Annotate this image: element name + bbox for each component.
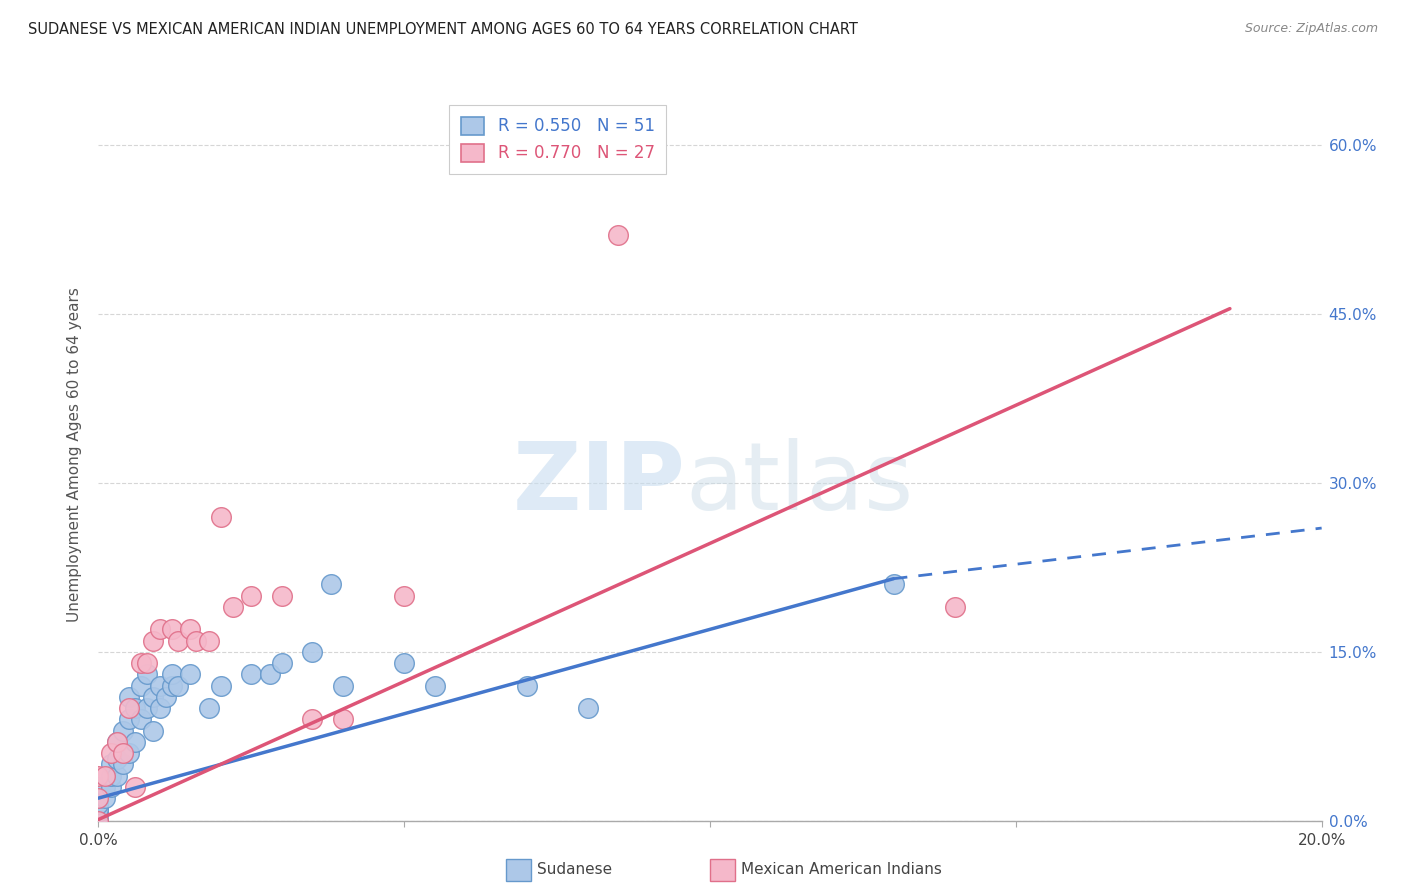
Point bbox=[111, 746, 134, 760]
Point bbox=[167, 633, 190, 648]
Point bbox=[516, 679, 538, 693]
Point bbox=[111, 723, 134, 738]
Point bbox=[118, 712, 141, 726]
Point bbox=[87, 805, 110, 819]
Point bbox=[111, 757, 134, 772]
Point bbox=[142, 690, 165, 704]
Point bbox=[136, 667, 159, 681]
Point bbox=[160, 623, 183, 637]
Legend: R = 0.550   N = 51, R = 0.770   N = 27: R = 0.550 N = 51, R = 0.770 N = 27 bbox=[450, 105, 666, 174]
Point bbox=[100, 746, 122, 760]
Point bbox=[607, 228, 630, 243]
Point bbox=[142, 633, 165, 648]
Text: Sudanese: Sudanese bbox=[537, 863, 612, 877]
Point bbox=[129, 679, 152, 693]
Point bbox=[105, 752, 128, 766]
Text: atlas: atlas bbox=[686, 438, 914, 530]
Point bbox=[142, 723, 165, 738]
Point bbox=[129, 712, 152, 726]
Point bbox=[93, 791, 115, 805]
Point bbox=[423, 679, 446, 693]
Point bbox=[87, 785, 110, 799]
Point bbox=[87, 791, 110, 805]
Point bbox=[100, 769, 122, 783]
Point bbox=[576, 701, 599, 715]
Point bbox=[186, 633, 208, 648]
Point bbox=[118, 746, 141, 760]
Point bbox=[93, 769, 115, 783]
Point bbox=[87, 814, 110, 828]
Point bbox=[93, 780, 115, 794]
Point bbox=[87, 769, 110, 783]
Point bbox=[209, 509, 232, 524]
Point bbox=[100, 780, 122, 794]
Point bbox=[87, 814, 110, 828]
Point bbox=[209, 679, 232, 693]
Point bbox=[87, 802, 110, 816]
Point bbox=[87, 791, 110, 805]
Point bbox=[160, 679, 183, 693]
Point bbox=[136, 701, 159, 715]
Point bbox=[87, 797, 110, 811]
Point bbox=[332, 679, 354, 693]
Point bbox=[124, 735, 146, 749]
Point bbox=[160, 667, 183, 681]
Point bbox=[943, 599, 966, 614]
Point bbox=[124, 780, 146, 794]
Point bbox=[155, 690, 177, 704]
Point bbox=[87, 802, 110, 816]
Point bbox=[259, 667, 281, 681]
Point bbox=[392, 589, 416, 603]
Text: ZIP: ZIP bbox=[513, 438, 686, 530]
Point bbox=[149, 623, 172, 637]
Point bbox=[301, 645, 323, 659]
Point bbox=[240, 667, 263, 681]
Point bbox=[87, 808, 110, 822]
Point bbox=[197, 701, 219, 715]
Point bbox=[319, 577, 342, 591]
Point bbox=[149, 701, 172, 715]
Point bbox=[222, 599, 245, 614]
Point bbox=[392, 656, 416, 670]
Point bbox=[118, 701, 141, 715]
Point bbox=[100, 757, 122, 772]
Point bbox=[124, 701, 146, 715]
Point bbox=[136, 656, 159, 670]
Point bbox=[270, 656, 292, 670]
Point bbox=[240, 589, 263, 603]
Y-axis label: Unemployment Among Ages 60 to 64 years: Unemployment Among Ages 60 to 64 years bbox=[67, 287, 83, 623]
Point bbox=[301, 712, 323, 726]
Point bbox=[167, 679, 190, 693]
Point bbox=[87, 814, 110, 828]
Point bbox=[105, 769, 128, 783]
Text: SUDANESE VS MEXICAN AMERICAN INDIAN UNEMPLOYMENT AMONG AGES 60 TO 64 YEARS CORRE: SUDANESE VS MEXICAN AMERICAN INDIAN UNEM… bbox=[28, 22, 858, 37]
Point bbox=[270, 589, 292, 603]
Text: Source: ZipAtlas.com: Source: ZipAtlas.com bbox=[1244, 22, 1378, 36]
Point bbox=[179, 623, 201, 637]
Point bbox=[197, 633, 219, 648]
Point bbox=[105, 735, 128, 749]
Point bbox=[179, 667, 201, 681]
Point bbox=[149, 679, 172, 693]
Point bbox=[129, 656, 152, 670]
Text: Mexican American Indians: Mexican American Indians bbox=[741, 863, 942, 877]
Point bbox=[883, 577, 905, 591]
Point bbox=[105, 735, 128, 749]
Point bbox=[332, 712, 354, 726]
Point bbox=[118, 690, 141, 704]
Point bbox=[87, 780, 110, 794]
